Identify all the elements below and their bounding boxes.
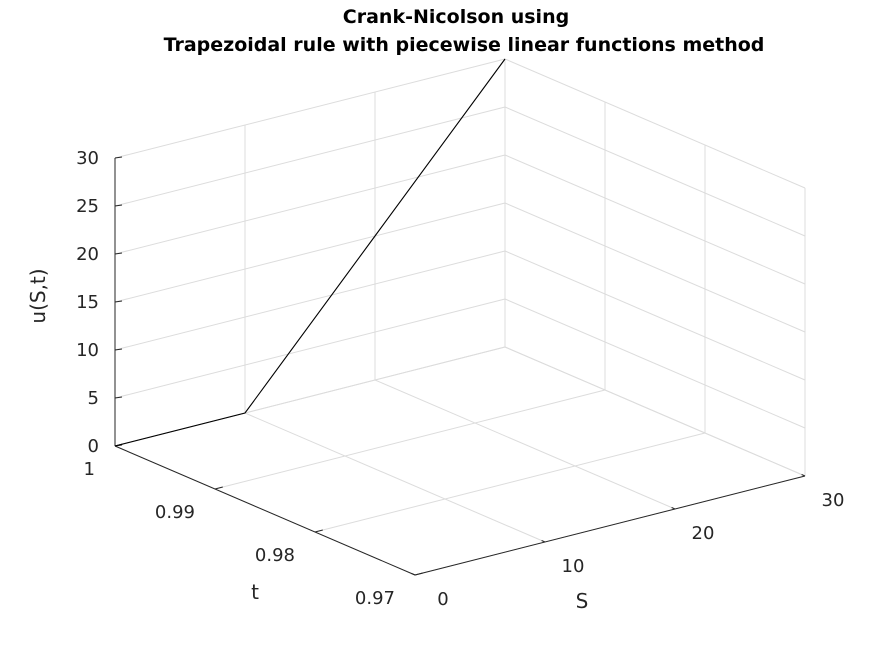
back-wall-grid-z-line — [114, 202, 506, 303]
series-line — [114, 58, 506, 447]
z-tick-label: 20 — [76, 244, 99, 265]
x-axis-line — [414, 475, 806, 576]
back-wall-grid-z-line — [114, 58, 506, 159]
side-wall-grid-z-line — [504, 106, 806, 237]
x-tick-label: 0 — [437, 589, 448, 610]
z-tick-mark — [114, 252, 123, 255]
z-tick-mark — [114, 396, 123, 399]
side-wall-grid-z-line — [504, 250, 806, 381]
z-tick-label: 25 — [76, 196, 99, 217]
axes — [114, 156, 806, 576]
y-tick-mark — [414, 572, 423, 576]
floor-grid-x-line — [244, 412, 546, 543]
x-tick-mark — [801, 474, 806, 477]
z-tick-label: 15 — [76, 292, 99, 313]
back-wall-grid-z-line — [114, 106, 506, 207]
grid-lines — [114, 58, 806, 576]
back-wall-grid-z-line — [114, 250, 506, 351]
side-wall-grid-z-line — [504, 202, 806, 333]
x-axis-label: S — [576, 589, 589, 613]
x-tick-label: 20 — [692, 523, 715, 544]
y-axis-label: t — [251, 580, 259, 604]
z-tick-mark — [114, 348, 123, 351]
y-tick-label: 0.98 — [255, 545, 295, 566]
z-tick-label: 0 — [88, 436, 99, 457]
x-tick-mark — [411, 573, 416, 576]
y-tick-label: 0.97 — [355, 588, 395, 609]
z-tick-label: 10 — [76, 340, 99, 361]
chart-title-line-2: Trapezoidal rule with piecewise linear f… — [164, 34, 765, 56]
x-tick-label: 10 — [562, 556, 585, 577]
y-tick-mark — [314, 529, 323, 533]
y-tick-label: 1 — [84, 459, 95, 480]
data-series — [114, 58, 506, 447]
side-wall-grid-z-line — [504, 346, 806, 477]
z-tick-label: 5 — [88, 388, 99, 409]
x-tick-mark — [671, 507, 676, 510]
x-tick-label: 30 — [822, 490, 845, 511]
z-tick-mark — [114, 156, 123, 159]
y-axis-line — [114, 445, 416, 576]
floor-grid-y-line — [314, 432, 706, 533]
z-axis-label: u(S,t) — [26, 268, 50, 323]
y-tick-label: 0.99 — [155, 502, 195, 523]
floor-grid-x-line — [374, 379, 676, 510]
y-tick-mark — [214, 486, 223, 490]
chart-title-line-1: Crank-Nicolson using — [343, 6, 569, 28]
z-tick-mark — [114, 300, 123, 303]
back-wall-grid-z-line — [114, 154, 506, 255]
side-wall-grid-z-line — [504, 154, 806, 285]
z-tick-label: 30 — [76, 148, 99, 169]
back-wall-grid-z-line — [114, 298, 506, 399]
z-tick-mark — [114, 204, 123, 207]
side-wall-grid-z-line — [504, 298, 806, 429]
side-wall-grid-z-line — [504, 58, 806, 189]
floor-grid-y-line — [214, 389, 606, 490]
x-tick-mark — [541, 540, 546, 543]
